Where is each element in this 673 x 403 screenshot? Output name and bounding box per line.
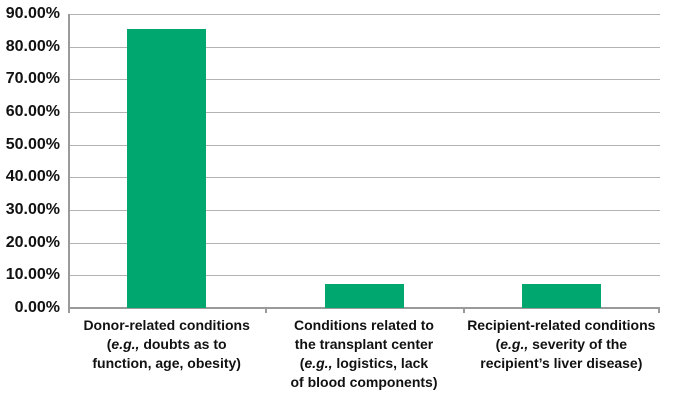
x-axis-tick xyxy=(658,308,660,313)
eg-italic: e.g., xyxy=(304,355,333,371)
y-tick-label-70: 70.00% xyxy=(5,70,60,88)
gridline-30 xyxy=(68,210,660,211)
y-tick-label-20: 20.00% xyxy=(5,233,60,251)
gridline-70 xyxy=(68,79,660,81)
gridline-20 xyxy=(68,242,660,244)
y-tick-label-30: 30.00% xyxy=(5,201,60,218)
x-axis-tick xyxy=(68,308,70,313)
y-tick-label-40: 40.00% xyxy=(5,168,60,186)
y-tick-label-90: 90.00% xyxy=(5,5,60,22)
y-axis-tick-labels: 0.00% 10.00% 20.00% 30.00% 40.00% 50.00% 60.00… xyxy=(0,0,62,403)
y-tick-label-80: 80.00% xyxy=(5,37,60,55)
y-tick-label-60: 60.00% xyxy=(5,103,60,120)
category-label-1: Donor-related conditions (e.g., doubts as… xyxy=(83,317,250,371)
x-axis-line xyxy=(68,307,660,309)
y-tick-label-0: 0.00% xyxy=(14,299,60,316)
gridline-10 xyxy=(68,275,660,277)
category-label-3: Recipient-related conditions (e.g., sever… xyxy=(467,317,656,371)
bar-category-3 xyxy=(521,283,601,308)
gridline-60 xyxy=(68,112,660,113)
y-tick-label-10: 10.00% xyxy=(5,266,60,284)
x-axis-category-labels: Donor-related conditions (e.g., doubts as… xyxy=(68,316,660,392)
y-axis-line xyxy=(68,14,70,308)
bar-category-2 xyxy=(324,283,404,308)
y-tick-label-50: 50.00% xyxy=(5,135,60,153)
plot-area xyxy=(68,14,660,313)
gridline-50 xyxy=(68,144,660,146)
gridline-80 xyxy=(68,46,660,48)
bar-category-1 xyxy=(127,28,207,308)
eg-italic: e.g., xyxy=(500,336,529,352)
gridline-90 xyxy=(68,14,660,15)
category-label-2: Conditions related to the transplant cent… xyxy=(290,317,438,390)
x-axis-tick xyxy=(462,308,465,313)
x-axis-tick xyxy=(265,308,268,313)
eg-italic: e.g., xyxy=(111,336,140,352)
gridline-40 xyxy=(68,177,660,179)
